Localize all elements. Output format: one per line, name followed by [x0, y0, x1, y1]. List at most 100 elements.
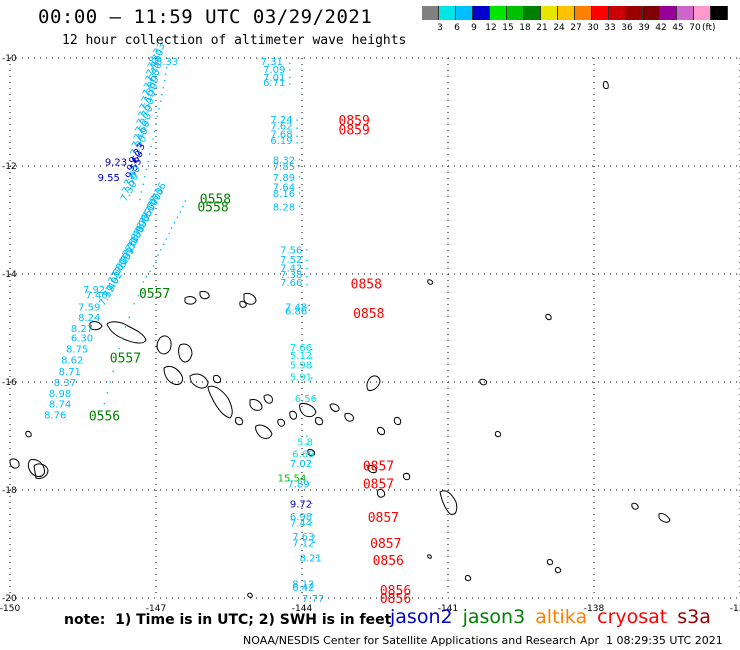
swh-point [310, 366, 313, 368]
colorbar-swatch [711, 6, 728, 20]
colorbar-swatch [609, 6, 626, 20]
swh-point [124, 326, 127, 328]
swh-value-label: 7.89 [273, 173, 295, 184]
colorbar-label: 27 [570, 23, 582, 33]
colorbar-label: 6 [454, 23, 460, 33]
pass-time-label: 0856 [373, 554, 404, 569]
swh-point [303, 476, 306, 479]
swh-point [137, 294, 140, 297]
swh-value-label: 5.12 [290, 351, 312, 362]
swh-point [145, 168, 148, 171]
pass-time-label: 0556 [89, 409, 120, 424]
swh-point [298, 205, 301, 208]
colorbar-swatch [677, 6, 694, 20]
colorbar-label: 30 [587, 23, 599, 33]
pass-time-label: 0859 [339, 123, 370, 138]
swh-point [109, 381, 112, 383]
swh-point [306, 275, 308, 278]
swh-value-label: 7.38 [280, 270, 302, 281]
swh-point [310, 521, 313, 524]
swh-value-label: 8.62 [61, 355, 83, 366]
swh-value-label: 7.31 [261, 57, 283, 68]
swh-value-label: 9.23 [105, 158, 127, 169]
swh-point [164, 73, 167, 75]
pass-time-label: 0856 [380, 592, 411, 607]
swh-value-label: 6.98 [290, 512, 312, 523]
data-marks: 8.337.707.507.407.607.807.307.107.507.70… [44, 41, 411, 607]
swh-point [310, 513, 313, 516]
pass-time-label: 0859 [339, 114, 370, 129]
swh-point [313, 541, 315, 544]
colorbar-label: 45 [672, 23, 684, 33]
swh-point [313, 397, 315, 400]
swh-value-label: 8.24 [78, 313, 100, 324]
swh-value-label: 8.33 [156, 57, 178, 68]
swh-point [306, 435, 308, 437]
colorbar-swatch [524, 6, 541, 20]
swh-value-label: 7.89 [287, 480, 309, 491]
colorbar-label: 33 [604, 23, 616, 33]
swh-point [173, 221, 176, 224]
units-note: note: 1) Time is in UTC; 2) SWH is in fe… [64, 612, 392, 628]
swh-value-label: 8.16 [273, 189, 295, 200]
pass-time-label: 0857 [370, 537, 401, 552]
swh-point [140, 289, 143, 292]
mission-legend-jason3: jason3 [462, 606, 526, 628]
swh-value-label: 8.28 [273, 203, 295, 214]
chart-subtitle: 12 hour collection of altimeter wave hei… [62, 33, 407, 48]
colorbar-label: 70 [689, 23, 701, 33]
swh-point [306, 443, 308, 445]
swh-point [158, 107, 160, 110]
swh-value-label: 7.52 [280, 255, 302, 266]
colorbar-swatch [473, 6, 490, 20]
swh-point [308, 462, 311, 464]
swh-value-label: 6.71 [263, 78, 285, 89]
swh-point [118, 347, 120, 350]
swh-point [145, 275, 148, 278]
swh-point [298, 176, 301, 178]
swh-point [308, 309, 311, 311]
swh-point [156, 115, 159, 118]
swh-point [142, 183, 145, 186]
swh-value-label: 8.37 [54, 378, 76, 389]
pass-time-label: 0557 [110, 352, 141, 367]
swh-value-label: 7.92 [83, 285, 105, 296]
colorbar-swatch [439, 6, 456, 20]
swh-point [152, 138, 154, 140]
swh-value-label: 8.75 [66, 345, 88, 356]
swh-point [103, 402, 106, 405]
swh-value-label: 7.62 [270, 122, 292, 133]
swh-point [296, 127, 298, 129]
swh-point [165, 238, 168, 240]
swh-point [128, 316, 131, 319]
swh-value-label: 5.98 [290, 361, 312, 372]
swh-point [106, 392, 109, 394]
x-tick-label: -138 [584, 604, 605, 614]
swh-point [310, 377, 313, 380]
colorbar-label: 24 [553, 23, 565, 33]
swh-value-label: 15.54 [278, 474, 307, 485]
swh-value-label: 9.72 [290, 500, 312, 511]
swh-value-label: 6.69 [292, 449, 314, 460]
y-tick-label: -20 [2, 594, 17, 604]
swh-point [298, 165, 301, 167]
colorbar-swatch [575, 6, 592, 20]
chart-title: 00:00 — 11:59 UTC 03/29/2021 [38, 6, 373, 28]
swh-point [308, 304, 311, 307]
swh-point [181, 205, 184, 208]
mission-legend-s3a: s3a [677, 606, 711, 628]
colorbar-swatch [643, 6, 660, 20]
swh-value-label: 7.44 [290, 518, 312, 529]
swh-point [306, 259, 308, 262]
y-tick-label: -18 [2, 486, 17, 496]
colorbar-label: 36 [621, 23, 633, 33]
swh-value-label: 6.30 [71, 334, 93, 345]
swh-point [144, 176, 146, 178]
swh-point [170, 227, 173, 229]
swh-point [320, 597, 323, 599]
swh-point [133, 302, 135, 305]
swh-point [162, 243, 165, 246]
swh-point [161, 93, 163, 96]
pass-time-label: 0558 [197, 201, 228, 216]
